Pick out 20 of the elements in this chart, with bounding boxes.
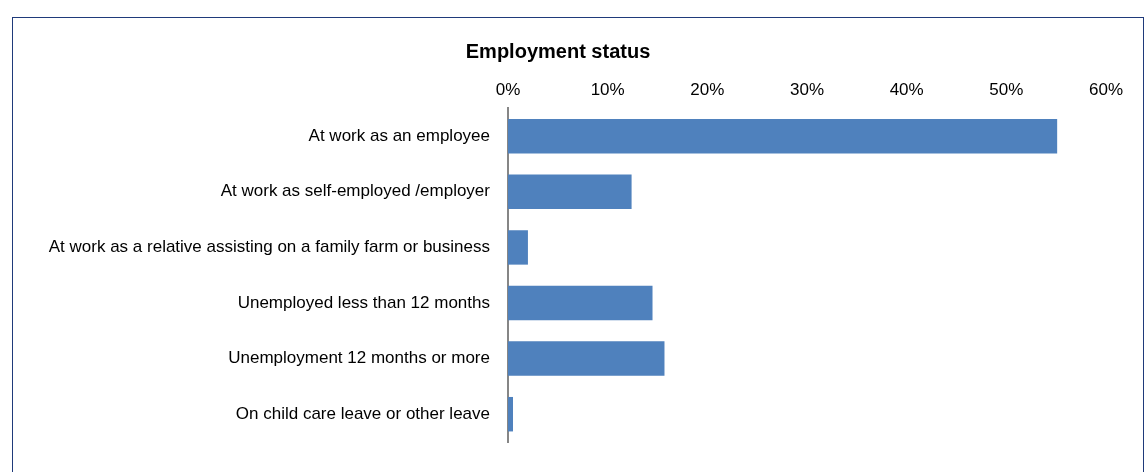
x-tick-label: 50% (989, 79, 1024, 99)
y-tick-label: Unemployed less than 12 months (237, 292, 490, 312)
x-tick-label: 60% (1088, 79, 1124, 99)
bar (508, 174, 632, 210)
y-tick-label: On child care leave or other leave (235, 403, 490, 423)
bar (508, 341, 665, 376)
y-tick-label: At work as self-employed /employer (220, 181, 491, 201)
y-tick-label: At work as a relative assisting on a family farm or business (48, 237, 490, 257)
y-tick-label: Unemployment 12 months or more (228, 348, 490, 368)
x-tick-label: 0% (495, 79, 521, 99)
bar (508, 396, 513, 432)
bar (508, 230, 528, 265)
bar (508, 118, 1058, 154)
bar (508, 285, 653, 321)
x-tick-label: 40% (889, 79, 924, 99)
x-tick-label: 30% (789, 79, 825, 99)
x-tick-label: 10% (590, 79, 625, 99)
chart-title: Employment status (465, 39, 651, 62)
x-tick-label: 20% (690, 79, 725, 99)
y-tick-label: At work as an employee (308, 125, 490, 145)
